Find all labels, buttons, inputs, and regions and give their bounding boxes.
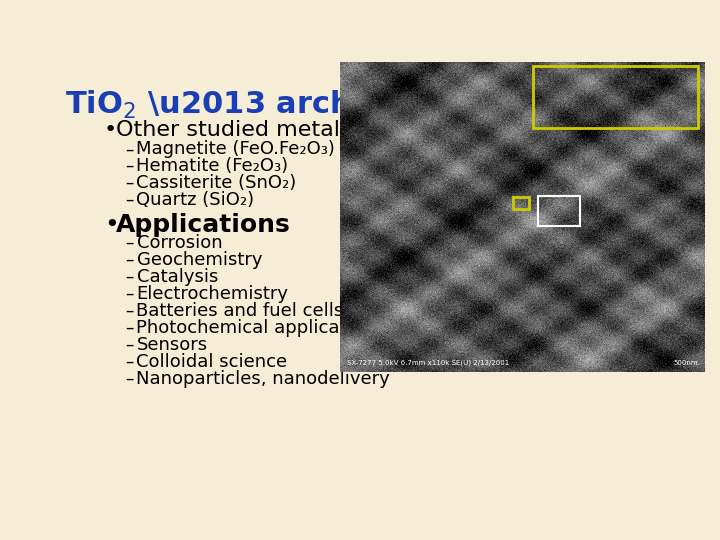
Text: Sensors: Sensors: [137, 336, 207, 354]
Text: –: –: [126, 157, 134, 175]
Text: Other studied metal oxides: Other studied metal oxides: [117, 120, 419, 140]
Text: Colloidal science: Colloidal science: [137, 353, 287, 371]
Text: –: –: [126, 336, 134, 354]
Text: Corrosion: Corrosion: [137, 234, 222, 252]
Text: –: –: [126, 251, 134, 269]
Text: –: –: [126, 191, 134, 209]
Text: TiO$_2$ \u2013 archetypal metal oxide: TiO$_2$ \u2013 archetypal metal oxide: [65, 88, 673, 121]
Text: –: –: [126, 174, 134, 192]
Text: –: –: [126, 140, 134, 158]
Text: Catalysis: Catalysis: [137, 268, 218, 286]
Text: Quartz (SiO₂): Quartz (SiO₂): [137, 191, 255, 209]
Text: Hematite (Fe₂O₃): Hematite (Fe₂O₃): [137, 157, 289, 175]
Text: –: –: [126, 302, 134, 320]
Text: –: –: [126, 285, 134, 303]
Text: –: –: [126, 370, 134, 388]
Text: Photochemical applications – solar cells: Photochemical applications – solar cells: [137, 319, 495, 337]
Text: –: –: [126, 319, 134, 337]
Text: Applications: Applications: [117, 213, 291, 237]
Text: Electrochemistry: Electrochemistry: [137, 285, 289, 303]
Text: •: •: [104, 120, 117, 140]
Text: simulated
surface: simulated surface: [521, 120, 613, 159]
Text: –: –: [126, 234, 134, 252]
Text: 500nm: 500nm: [673, 360, 698, 366]
Text: Nanoparticles, nanodelivery: Nanoparticles, nanodelivery: [137, 370, 390, 388]
Text: Geochemistry: Geochemistry: [137, 251, 262, 269]
Text: –: –: [126, 268, 134, 286]
Text: Magnetite (FeO.Fe₂O₃): Magnetite (FeO.Fe₂O₃): [137, 140, 336, 158]
Text: Cassiterite (SnO₂): Cassiterite (SnO₂): [137, 174, 297, 192]
Text: SX-7277 5.0kV 6.7mm x110k SE(U) 2/13/2001: SX-7277 5.0kV 6.7mm x110k SE(U) 2/13/200…: [347, 360, 510, 366]
Text: •: •: [104, 213, 119, 237]
Text: Batteries and fuel cells: Batteries and fuel cells: [137, 302, 343, 320]
Text: 110
face: 110 face: [513, 217, 534, 238]
Text: –: –: [126, 353, 134, 371]
